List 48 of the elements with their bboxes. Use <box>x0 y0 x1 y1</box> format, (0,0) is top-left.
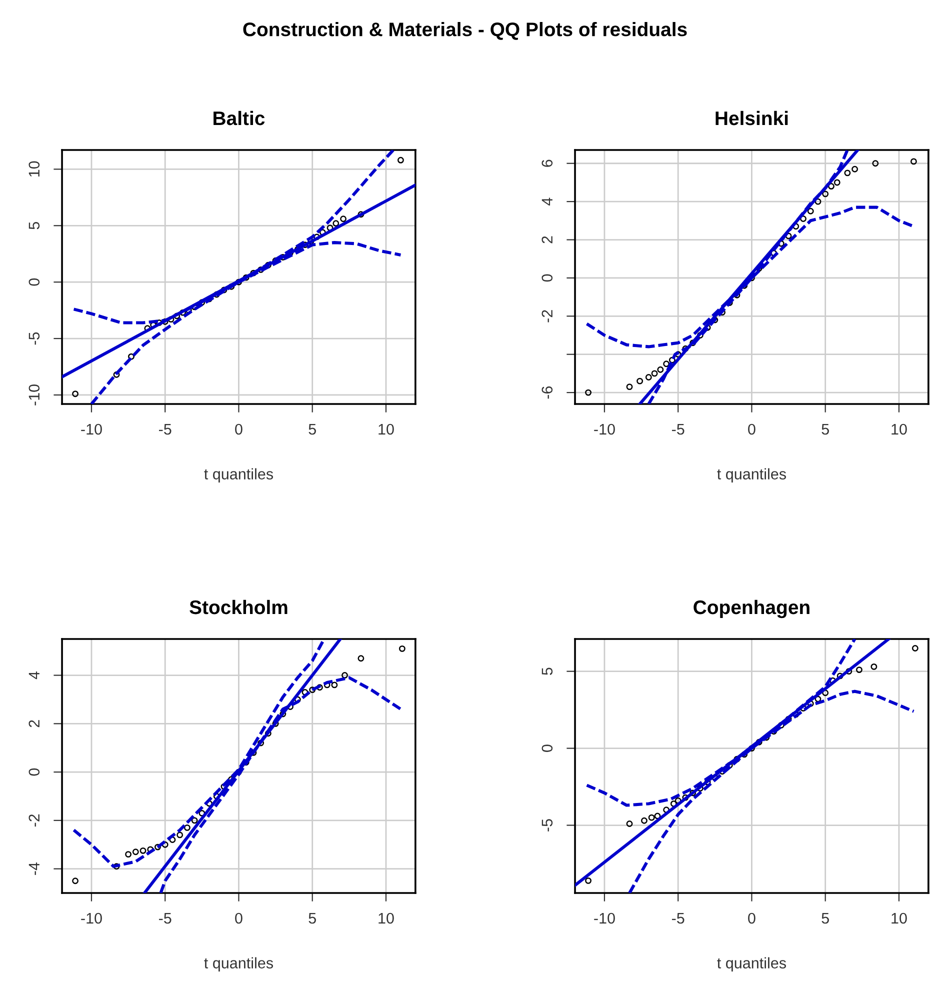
x-tick-label: 0 <box>235 912 242 924</box>
x-tick-label: 10 <box>892 424 907 435</box>
x-axis-title: t quantiles <box>204 468 274 482</box>
y-tick-label: 6 <box>542 160 553 167</box>
x-tick-label: 0 <box>748 424 756 435</box>
y-tick-label: 10 <box>28 161 40 177</box>
y-tick-label: -2 <box>28 814 40 827</box>
x-axis-title: t quantiles <box>717 957 786 972</box>
x-tick-label: 0 <box>235 424 242 435</box>
y-tick-label: 0 <box>542 274 553 282</box>
y-tick-label: -10 <box>28 384 40 406</box>
x-tick-label: -5 <box>158 424 172 435</box>
y-tick-label: 2 <box>28 720 40 728</box>
x-tick-label: 0 <box>748 912 756 924</box>
x-tick-label: -10 <box>81 912 102 924</box>
y-tick-label: -5 <box>28 332 40 345</box>
y-tick-label: -6 <box>542 386 553 399</box>
x-tick-label: -10 <box>81 424 102 435</box>
x-tick-label: 10 <box>378 424 394 435</box>
x-tick-label: -10 <box>594 912 615 924</box>
y-tick-label: 0 <box>542 744 553 752</box>
y-tick-label: 2 <box>542 236 552 244</box>
chart-title: Baltic <box>214 110 265 126</box>
x-axis-title: t quantiles <box>204 957 274 972</box>
x-tick-label: -5 <box>672 913 684 924</box>
y-tick-label: 0 <box>28 278 40 286</box>
x-tick-label: 5 <box>308 913 316 924</box>
x-tick-label: 5 <box>822 913 829 924</box>
y-tick-label: 4 <box>542 198 552 206</box>
x-tick-label: -5 <box>672 424 684 435</box>
chart-title: Stockholm <box>190 600 288 614</box>
x-axis-title: t quantiles <box>717 468 786 482</box>
text: Construction & Materials - QQ Plots of residuals <box>243 22 687 40</box>
x-tick-label: -10 <box>594 424 615 435</box>
y-tick-label: -4 <box>28 862 40 875</box>
x-tick-label: 10 <box>378 912 394 924</box>
x-tick-label: 5 <box>822 424 829 435</box>
y-tick-label: 5 <box>28 222 40 230</box>
y-tick-label: 4 <box>28 671 40 680</box>
y-tick-label: 0 <box>28 768 40 776</box>
chart-title: Helsinki <box>716 110 788 126</box>
x-tick-label: 10 <box>892 912 907 924</box>
y-tick-label: -2 <box>542 310 552 322</box>
y-tick-label: -5 <box>542 819 553 832</box>
x-tick-label: 5 <box>308 424 316 435</box>
chart-title: Copenhagen <box>694 600 810 618</box>
x-tick-label: -5 <box>158 913 172 924</box>
y-tick-label: 5 <box>542 668 553 675</box>
